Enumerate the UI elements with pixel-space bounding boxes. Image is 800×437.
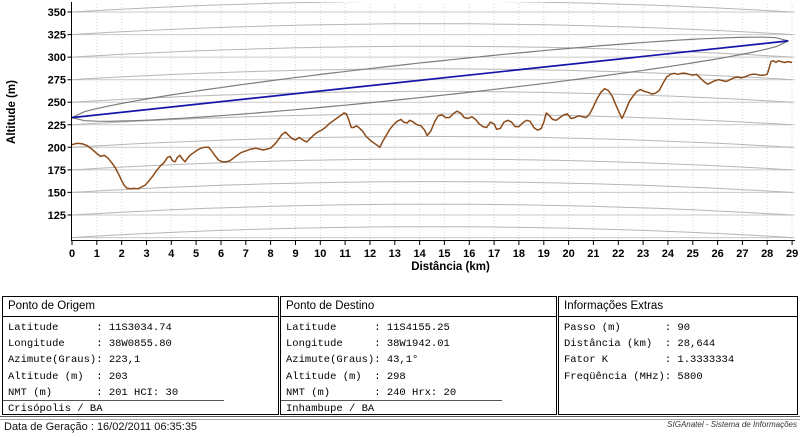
panel-line: Passo (m) : 90	[564, 322, 691, 334]
panel-line: Altitude (m) : 298	[286, 370, 406, 383]
line-of-sight	[71, 40, 789, 119]
x-tick-label: 7	[243, 248, 249, 260]
x-tick-label: 22	[612, 248, 624, 260]
panel-line: Latitude : 11S4155.25	[286, 322, 450, 334]
x-tick-label: 16	[463, 248, 475, 260]
panel-line: Azimute(Graus): 43,1°	[286, 354, 419, 367]
x-tick-label: 19	[538, 248, 550, 260]
y-axis-title: Altitude (m)	[6, 80, 18, 144]
x-tick-label: 29	[786, 248, 798, 260]
x-tick-label: 25	[687, 248, 699, 260]
x-tick-label: 20	[562, 248, 574, 260]
x-tick-label: 26	[711, 248, 723, 260]
origin-panel: Ponto de Origem Latitude : 11S3034.74 Lon…	[2, 296, 279, 415]
y-tick-label: 300	[48, 52, 66, 64]
footer-divider-top	[0, 416, 800, 417]
x-tick-label: 28	[761, 248, 773, 260]
x-tick-label: 10	[314, 248, 326, 260]
x-tick-label: 15	[438, 248, 450, 260]
x-tick-label: 24	[662, 248, 675, 260]
x-tick-label: 18	[513, 248, 525, 260]
destination-panel-body: Latitude : 11S4155.25 Longitude : 38W1942…	[281, 317, 556, 417]
panel-line: NMT (m) : 201 HCI: 30	[8, 386, 179, 399]
y-tick-label: 175	[48, 165, 66, 177]
x-tick-label: 17	[488, 248, 500, 260]
terrain-profile-chart: 350 325 300 275 250 225 200 175 150 125 0 1 2 3 4 5 6 7 8 9…	[6, 2, 798, 273]
y-tick-label: 275	[48, 75, 66, 87]
panel-line: Altitude (m) : 203	[8, 370, 128, 383]
panel-line: NMT (m) : 240 Hrx: 20	[286, 386, 457, 399]
x-tick-label: 1	[94, 248, 100, 260]
extra-info-panel-title: Informações Extras	[559, 297, 797, 317]
panel-line: Crisópolis / BA	[3, 399, 278, 417]
extra-info-panel: Informações Extras Passo (m) : 90 Distânc…	[558, 296, 798, 415]
panel-line: Azimute(Graus): 223,1	[8, 354, 141, 367]
x-tick-label: 23	[637, 248, 649, 260]
x-tick-label: 13	[389, 248, 401, 260]
origin-panel-body: Latitude : 11S3034.74 Longitude : 38W0855…	[3, 317, 278, 417]
y-tick-label: 325	[48, 30, 66, 42]
y-tick-label: 150	[48, 187, 66, 199]
y-tick-label: 225	[48, 120, 66, 132]
x-tick-label: 14	[413, 248, 426, 260]
panel-line: Fator K : 1.3333334	[564, 354, 735, 367]
x-tick-label: 27	[736, 248, 748, 260]
fresnel-ellipse	[72, 36, 789, 122]
x-tick-label: 21	[587, 248, 599, 260]
panel-line: Distância (km) : 28,644	[564, 338, 716, 351]
generation-date-text: Data de Geração : 16/02/2011 06:35:35	[4, 421, 198, 433]
terrain-line	[72, 59, 793, 190]
y-tick-label: 125	[48, 210, 66, 222]
panel-line: Freqüência (MHz): 5800	[564, 370, 703, 383]
x-tick-label: 4	[168, 248, 175, 260]
vertical-gridlines	[96, 4, 793, 240]
destination-panel: Ponto de Destino Latitude : 11S4155.25 Lo…	[280, 296, 557, 415]
y-tick-label: 250	[48, 97, 66, 109]
panel-line: Inhambupe / BA	[281, 399, 556, 417]
x-tick-label: 8	[268, 248, 274, 260]
extra-info-panel-body: Passo (m) : 90 Distância (km) : 28,644 Fat…	[559, 317, 797, 385]
panel-line: Longitude : 38W1942.01	[286, 338, 450, 351]
x-tick-label: 3	[143, 248, 149, 260]
x-axis-title: Distância (km)	[411, 261, 490, 273]
earth-curvature-arcs	[72, 2, 793, 239]
tick-marks	[67, 11, 793, 245]
x-tick-label: 12	[364, 248, 376, 260]
panel-line: Latitude : 11S3034.74	[8, 322, 172, 334]
x-tick-label: 0	[69, 248, 75, 260]
x-tick-label: 11	[339, 248, 351, 260]
origin-panel-title: Ponto de Origem	[3, 297, 278, 317]
axis-lines	[71, 2, 795, 241]
y-tick-label: 350	[48, 7, 66, 19]
x-tick-label: 2	[119, 248, 125, 260]
x-tick-label: 5	[193, 248, 199, 260]
y-tick-label: 200	[48, 142, 66, 154]
app-signature-text: SIGAnatel - Sistema de Informações	[667, 420, 797, 429]
panel-line: Longitude : 38W0855.80	[8, 338, 172, 351]
destination-panel-title: Ponto de Destino	[281, 297, 556, 317]
x-tick-label: 9	[292, 248, 298, 260]
x-tick-label: 6	[218, 248, 224, 260]
footer-divider-bottom	[0, 419, 800, 420]
